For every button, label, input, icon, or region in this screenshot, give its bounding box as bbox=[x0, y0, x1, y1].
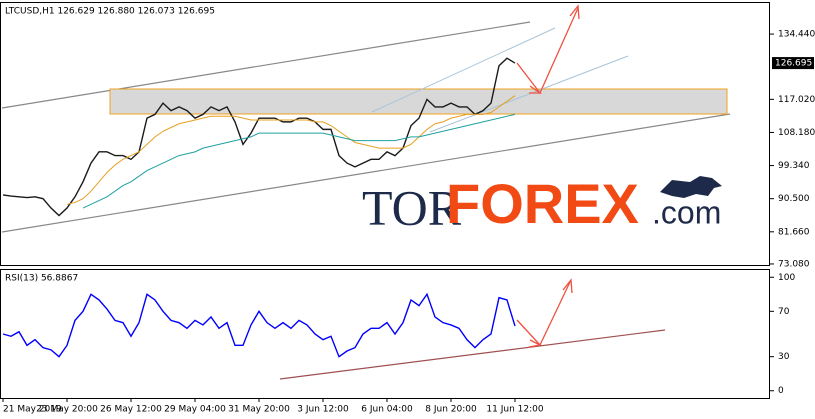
arrow-head bbox=[529, 85, 543, 94]
rsi-title: RSI(13) 56.8867 bbox=[5, 274, 78, 284]
y-tick-label: 73.080 bbox=[778, 259, 810, 269]
series-line bbox=[82, 113, 516, 209]
y-tick-label: 0 bbox=[778, 386, 784, 396]
y-tick-label: 70 bbox=[778, 307, 790, 317]
series-line bbox=[2, 57, 516, 217]
arrow-head bbox=[569, 4, 580, 20]
y-tick-label: 134.440 bbox=[778, 30, 815, 40]
price-title: LTCUSD,H1 126.629 126.880 126.073 126.69… bbox=[5, 7, 215, 17]
rsi-trendline bbox=[279, 329, 666, 380]
watermark-forex: FOREX bbox=[446, 172, 639, 235]
series-line bbox=[2, 292, 516, 358]
arrow-head bbox=[528, 339, 543, 348]
last-price-label: 126.695 bbox=[775, 59, 812, 69]
y-tick-label: 81.660 bbox=[778, 227, 810, 237]
y-tick-label: 108.180 bbox=[778, 128, 815, 138]
watermark-bull bbox=[660, 176, 722, 198]
y-tick-label: 30 bbox=[778, 352, 790, 362]
x-tick-label: 11 Jun 12:00 bbox=[486, 405, 543, 415]
y-tick-label: 99.340 bbox=[778, 161, 810, 171]
x-tick-label: 31 May 20:00 bbox=[228, 405, 290, 415]
x-tick-label: 21 May 2019 bbox=[3, 405, 62, 415]
minor-channel-top bbox=[371, 27, 556, 113]
y-tick-label: 90.500 bbox=[778, 194, 810, 204]
minor-channel-bottom bbox=[429, 55, 629, 133]
x-tick-label: 23 May 20:00 bbox=[36, 405, 98, 415]
channel-bottom bbox=[1, 113, 731, 233]
x-tick-label: 26 May 12:00 bbox=[100, 405, 162, 415]
x-tick-label: 29 May 04:00 bbox=[164, 405, 226, 415]
annotations bbox=[1, 4, 731, 380]
watermark-com: .com bbox=[652, 194, 721, 230]
x-tick-label: 3 Jun 12:00 bbox=[297, 405, 349, 415]
last-price-box bbox=[772, 57, 814, 70]
series-line bbox=[66, 95, 516, 205]
price-panel bbox=[0, 2, 770, 266]
arrow-head bbox=[562, 278, 573, 294]
watermark-tor: TOR bbox=[362, 179, 462, 235]
x-tick-label: 6 Jun 04:00 bbox=[361, 405, 413, 415]
x-tick-label: 8 Jun 20:00 bbox=[425, 405, 477, 415]
resistance-zone bbox=[109, 88, 728, 115]
channel-top bbox=[1, 21, 531, 109]
y-tick-label: 100 bbox=[778, 273, 795, 283]
rsi-panel bbox=[0, 269, 770, 399]
y-tick-label: 117.020 bbox=[778, 95, 815, 105]
